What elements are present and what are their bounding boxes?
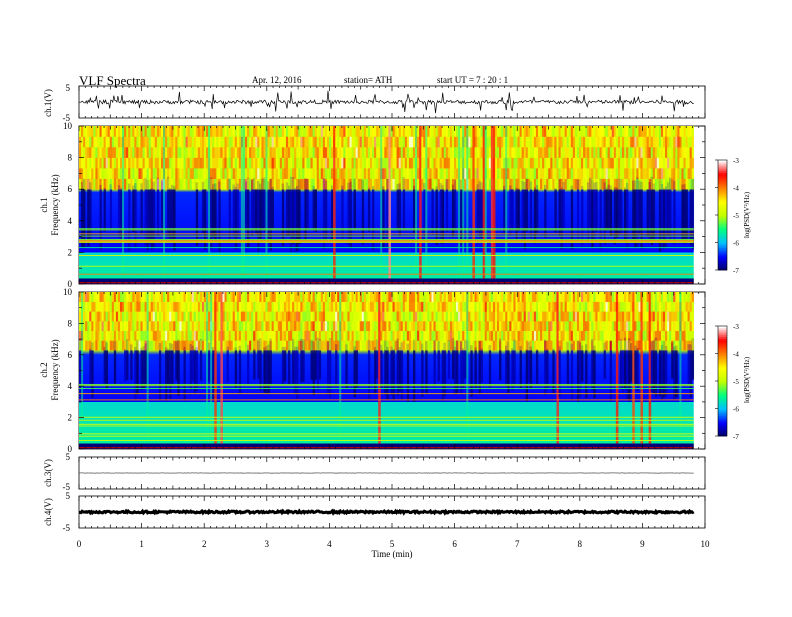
x-tick-label: 8 [578, 539, 583, 549]
frequency-tick-label: 10 [63, 121, 73, 131]
x-tick-labels: 0 1 2 3 4 5 6 7 8 9 10 [77, 539, 710, 549]
ch4-waveform-yticks: 5 -5 [63, 491, 71, 533]
colorbar-tick-label: -5 [733, 212, 739, 220]
x-tick-label: 1 [139, 539, 144, 549]
x-tick-label: 7 [515, 539, 520, 549]
colorbar-tick-label: -5 [733, 378, 739, 386]
frequency-tick-label: 10 [63, 287, 73, 297]
frequency-tick-label: 2 [68, 247, 73, 257]
ch2-spectrogram-ylabel-frequency: Frequency (kHz) [50, 339, 60, 400]
frequency-tick-label: 8 [68, 318, 73, 328]
ch1-spectrogram-ylabel: ch.1 [39, 197, 49, 212]
colorbar-tick-label: -3 [733, 323, 739, 331]
ch4-ytick-top: 5 [66, 491, 71, 501]
colorbar-tick-label: -6 [733, 240, 739, 248]
ch1-ytick-top: 5 [66, 83, 71, 93]
frequency-tick-label: 4 [68, 381, 73, 391]
frequency-tick-label: 2 [68, 413, 73, 423]
x-tick-label: 3 [265, 539, 270, 549]
ch1-spectrogram-ylabel-frequency: Frequency (kHz) [50, 174, 60, 235]
station-label: station= ATH [344, 75, 393, 85]
frequency-tick-label: 4 [68, 216, 73, 226]
ch3-waveform-yticks: 5 -5 [63, 452, 71, 492]
frequency-tick-label: 6 [68, 184, 73, 194]
colorbar-tick-label: -7 [733, 267, 739, 275]
start-time-label: start UT = 7 : 20 : 1 [437, 75, 508, 85]
ch3-ytick-top: 5 [66, 452, 71, 462]
ch2-colorbar: -3 -4 -5 -6 -7 [715, 323, 739, 441]
ch2-colorbar-label: log(PSD(V²/Hz) [743, 356, 751, 403]
ch1-waveform-trace [79, 91, 694, 113]
colorbar-tick-label: -3 [733, 157, 739, 165]
x-axis-label: Time (min) [372, 549, 413, 559]
date-label: Apr. 12, 2016 [252, 75, 302, 85]
x-tick-label: 10 [701, 539, 711, 549]
ch1-colorbar: -3 -4 -5 -6 -7 [715, 157, 739, 275]
x-tick-label: 0 [77, 539, 82, 549]
colorbar-tick-label: -4 [733, 351, 739, 359]
ch1-colorbar-label: log(PSD(V²/Hz) [743, 191, 751, 238]
ch4-waveform-ylabel: ch.4(V) [43, 498, 53, 526]
frequency-tick-label: 6 [68, 350, 73, 360]
x-tick-label: 5 [390, 539, 395, 549]
frequency-tick-label: 8 [68, 153, 73, 163]
ch1-waveform-ylabel: ch.1(V) [43, 89, 53, 117]
x-tick-label: 4 [327, 539, 332, 549]
x-tick-label: 9 [640, 539, 645, 549]
ch2-spectrogram-ylabel: ch.2 [39, 362, 49, 377]
colorbar-tick-label: -4 [733, 185, 739, 193]
ch4-waveform-trace [79, 511, 694, 513]
colorbar-tick-label: -7 [733, 433, 739, 441]
x-tick-label: 2 [202, 539, 207, 549]
x-tick-label: 6 [452, 539, 457, 549]
ch1-waveform-yticks: 5 -5 [63, 83, 71, 123]
ch3-waveform-ylabel: ch.3(V) [43, 459, 53, 487]
colorbar-tick-label: -6 [733, 406, 739, 414]
ch4-ytick-bottom: -5 [63, 523, 71, 533]
ch1-spectrogram-heatmap [79, 126, 694, 284]
ch2-spectrogram-heatmap [79, 292, 694, 449]
